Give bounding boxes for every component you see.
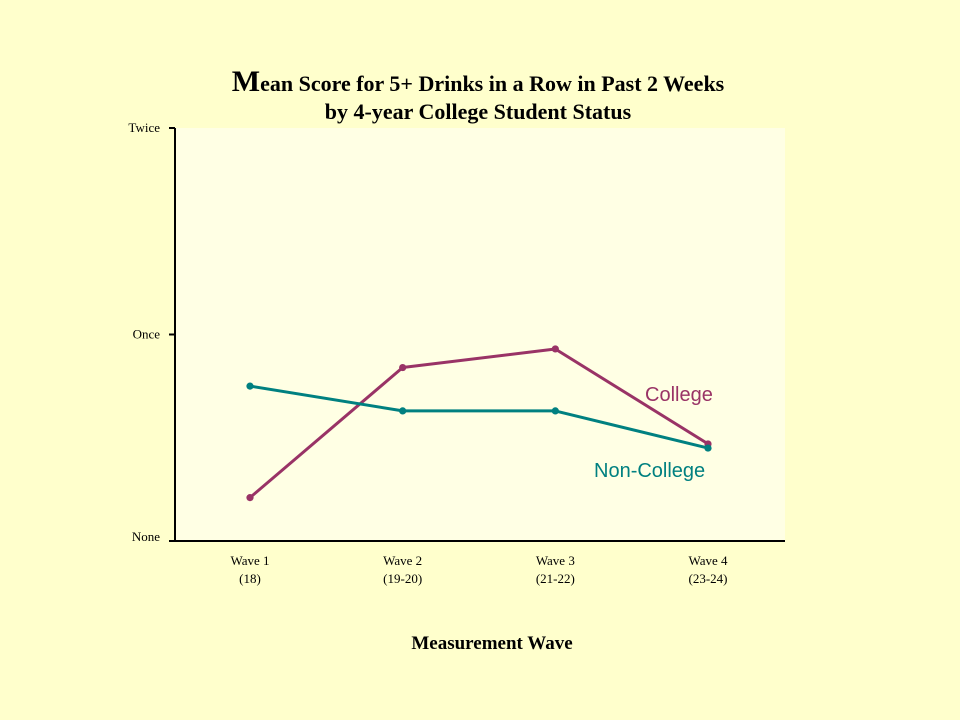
series-point-non-college-wave-3 bbox=[551, 407, 559, 415]
y-tick-label-none: None bbox=[132, 529, 160, 544]
x-tick-label-wave-1: Wave 1 bbox=[230, 553, 269, 568]
x-tick-sublabel-wave-1: (18) bbox=[239, 571, 261, 586]
x-tick-sublabel-wave-4: (23-24) bbox=[689, 571, 728, 586]
y-tick-label-twice: Twice bbox=[128, 120, 160, 135]
x-tick-sublabel-wave-3: (21-22) bbox=[536, 571, 575, 586]
x-axis-label: Measurement Wave bbox=[411, 633, 573, 654]
series-label-college: College bbox=[645, 384, 713, 406]
plot-area bbox=[175, 128, 785, 541]
series-line-college bbox=[249, 347, 709, 499]
series-point-college-wave-1 bbox=[246, 494, 254, 502]
series-label-non-college: Non-College bbox=[594, 460, 705, 482]
x-tick-label-wave-2: Wave 2 bbox=[383, 553, 422, 568]
series-point-non-college-wave-1 bbox=[246, 382, 254, 390]
x-tick-label-wave-3: Wave 3 bbox=[536, 553, 575, 568]
series-point-college-wave-3 bbox=[551, 345, 559, 353]
x-tick-label-wave-4: Wave 4 bbox=[688, 553, 728, 568]
series-point-non-college-wave-2 bbox=[399, 407, 407, 415]
series-line-non-college bbox=[249, 384, 709, 450]
y-tick-label-once: Once bbox=[133, 327, 161, 342]
chart-title: Mean Score for 5+ Drinks in a Row in Pas… bbox=[231, 65, 725, 98]
series-point-college-wave-2 bbox=[399, 363, 407, 372]
x-tick-sublabel-wave-2: (19-20) bbox=[383, 571, 422, 586]
chart-subtitle: by 4-year College Student Status bbox=[324, 99, 632, 124]
series-point-non-college-wave-4 bbox=[704, 444, 712, 452]
